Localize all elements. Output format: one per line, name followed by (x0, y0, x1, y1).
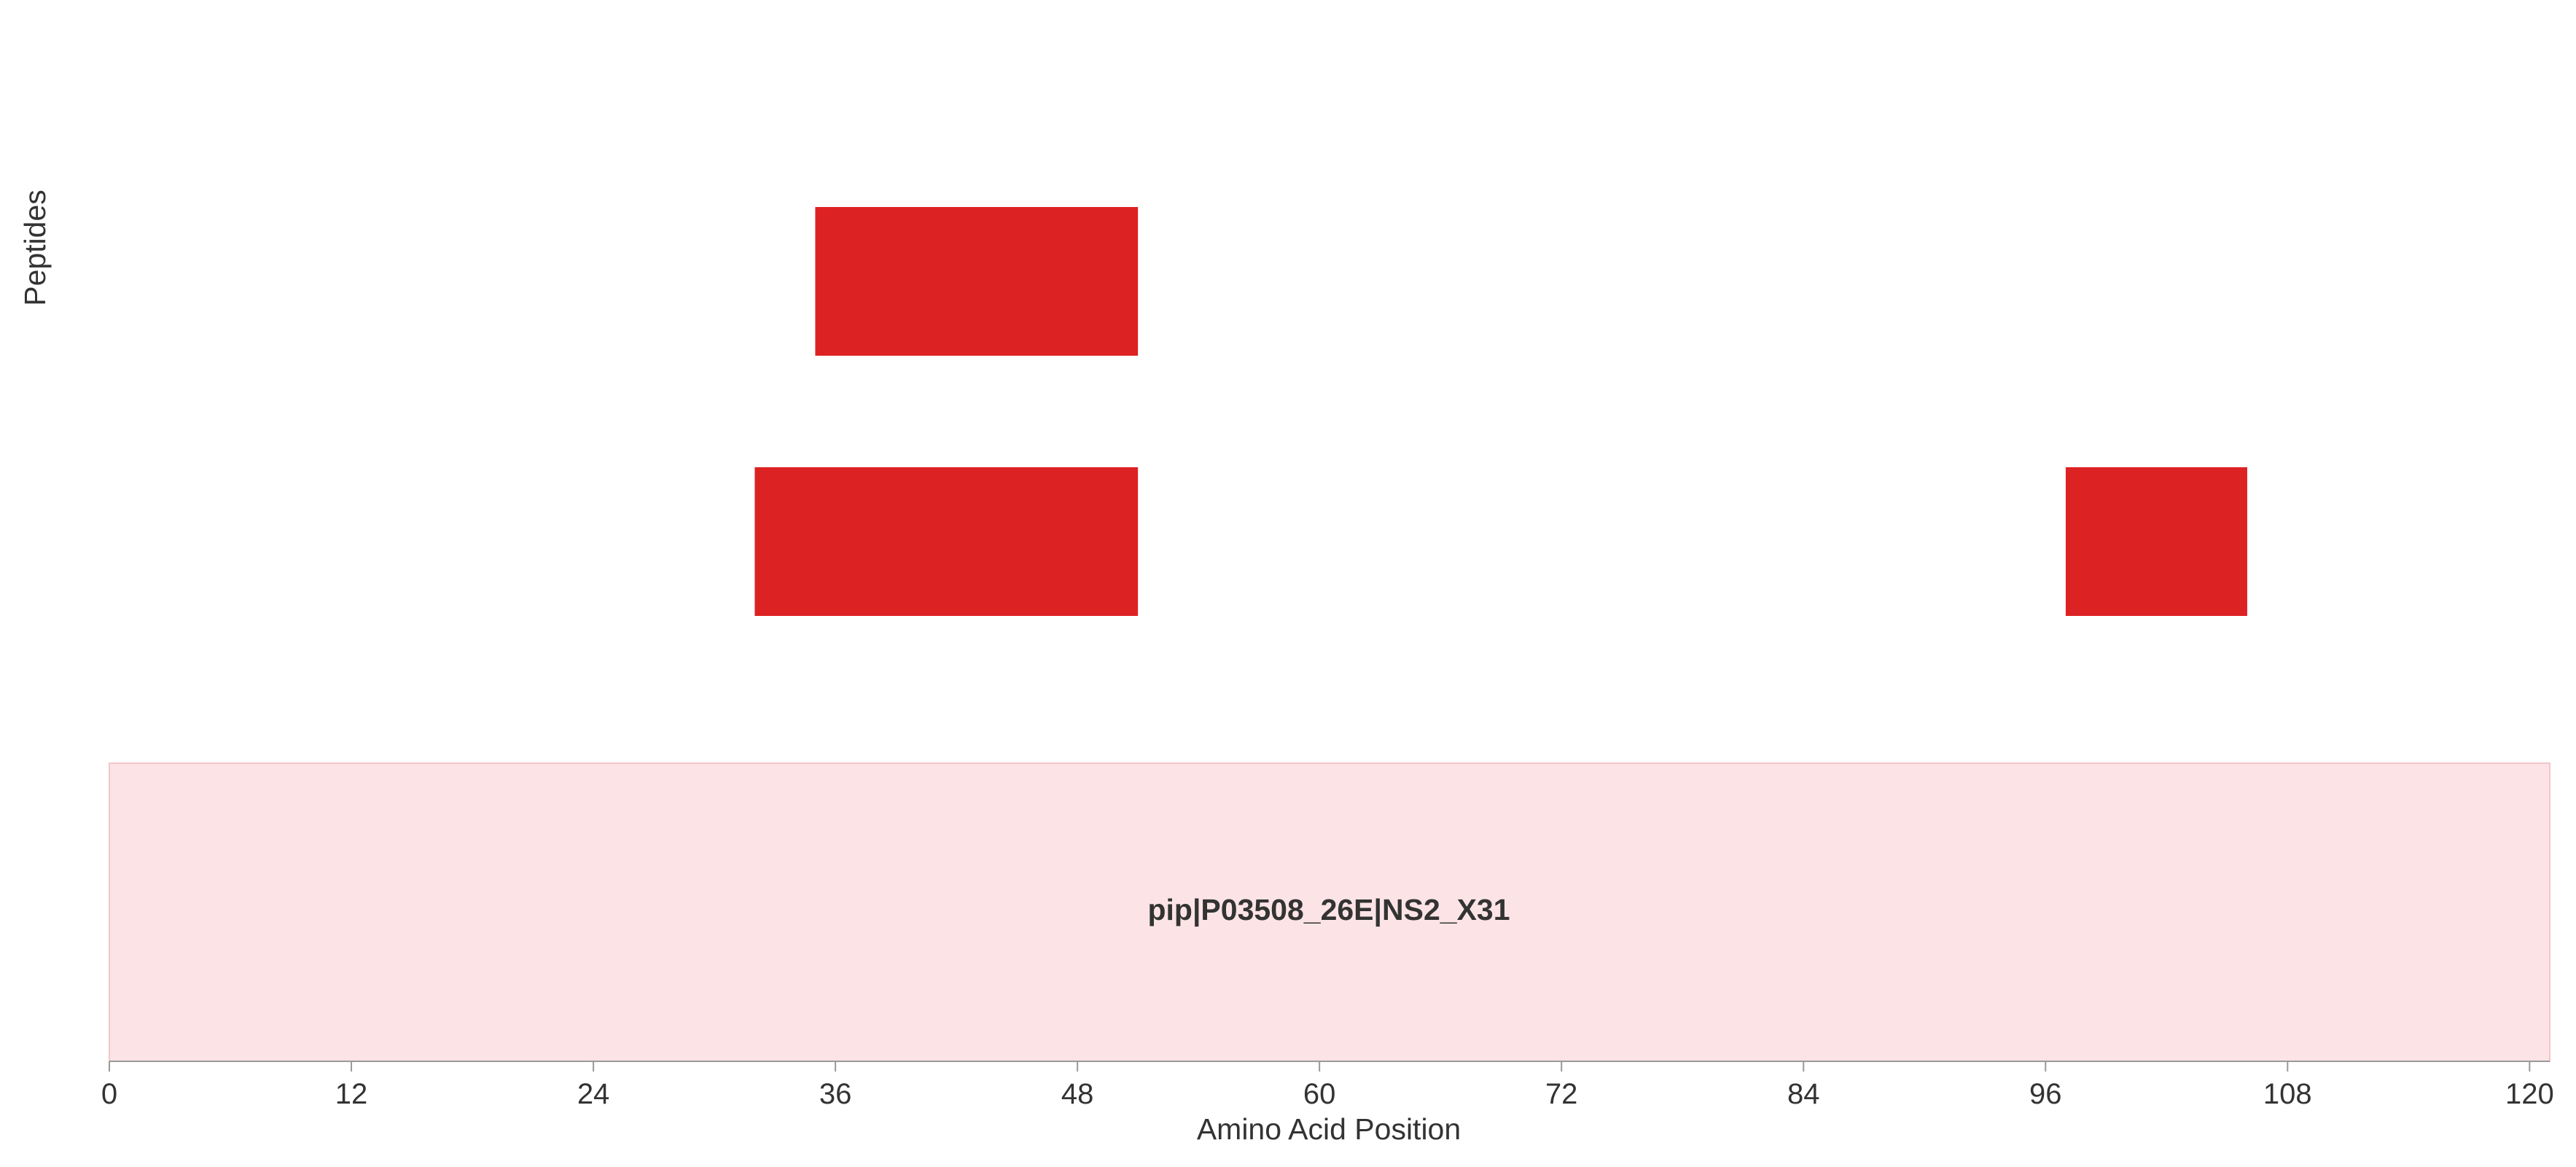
x-tick-label: 96 (2029, 1078, 2062, 1110)
x-tick-label: 84 (1787, 1078, 1820, 1110)
peptide-layer (754, 207, 2247, 616)
x-tick-label: 108 (2263, 1078, 2312, 1110)
peptide-bar (2065, 467, 2247, 616)
x-tick-label: 72 (1545, 1078, 1578, 1110)
x-tick-label: 0 (101, 1078, 117, 1110)
x-tick-label: 24 (577, 1078, 610, 1110)
x-axis-ticks: 0 12 24 36 48 60 72 84 96 108 120 (101, 1061, 2554, 1110)
x-tick-label: 60 (1303, 1078, 1336, 1110)
y-axis-label: Peptides (18, 190, 52, 306)
peptide-bar (815, 207, 1139, 356)
x-tick-label: 48 (1061, 1078, 1094, 1110)
protein-label: pip|P03508_26E|NS2_X31 (1147, 893, 1510, 926)
protein-bar (109, 762, 2550, 1062)
x-tick-label: 36 (819, 1078, 852, 1110)
x-tick-label: 120 (2505, 1078, 2554, 1110)
x-axis-label: Amino Acid Position (1197, 1112, 1461, 1146)
peptide-bar (754, 467, 1139, 616)
x-tick-label: 12 (335, 1078, 368, 1110)
